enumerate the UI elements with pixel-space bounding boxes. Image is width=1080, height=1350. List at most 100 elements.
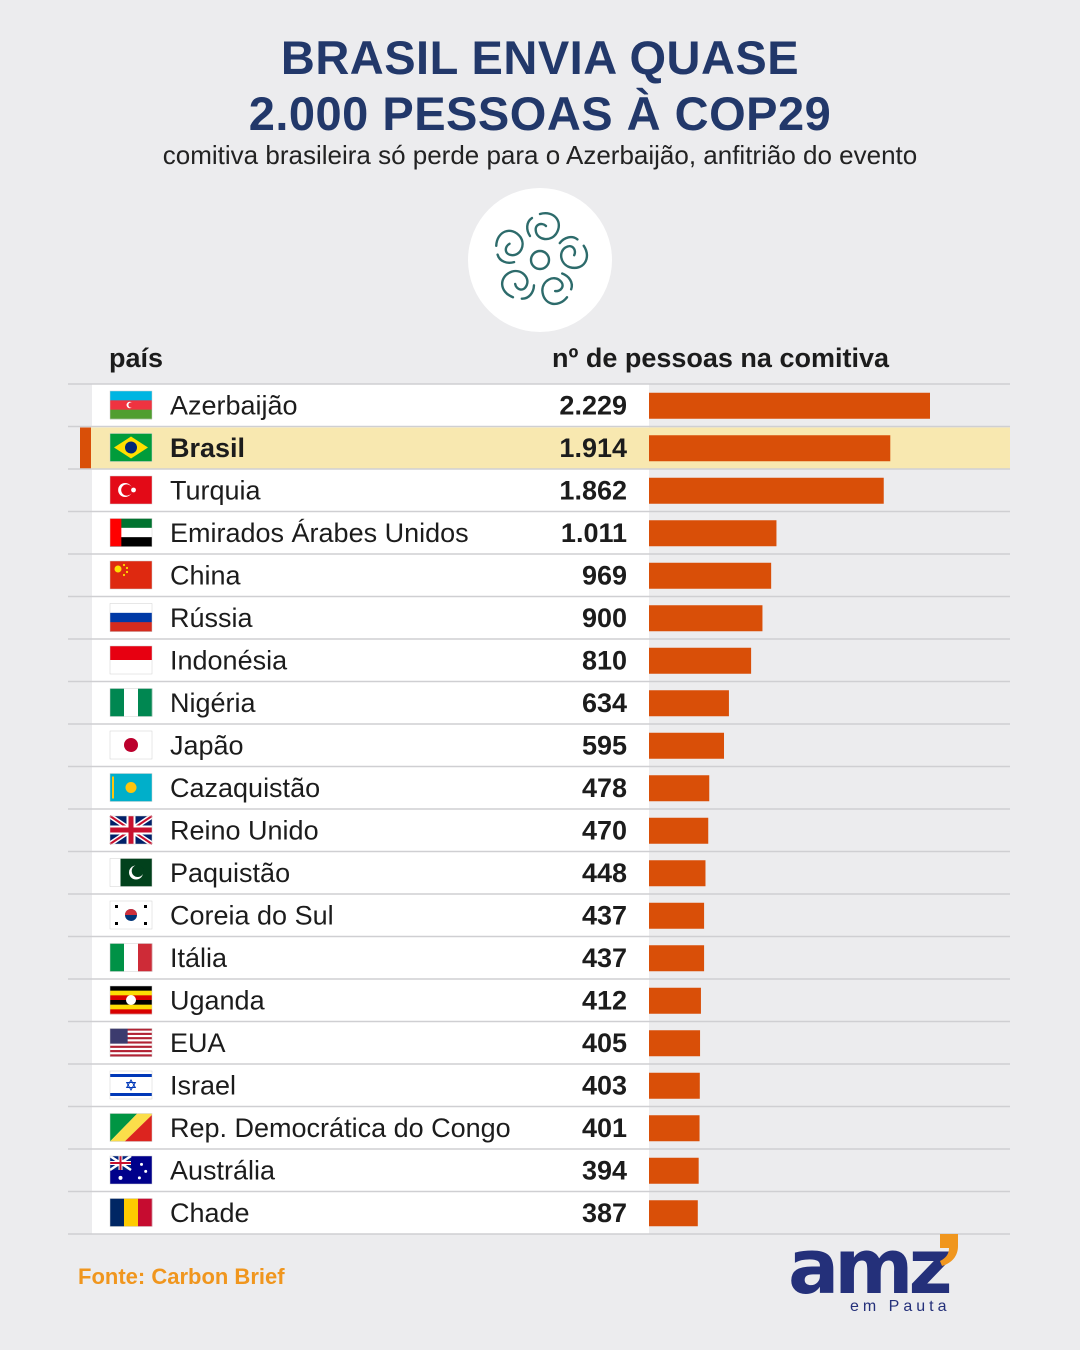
value-label: 2.229 [559, 390, 627, 420]
value-label: 1.862 [559, 475, 627, 505]
azerbaijan-flag-icon [109, 390, 153, 420]
value-label: 1.011 [561, 518, 627, 548]
chart-subtitle: comitiva brasileira só perde para o Azer… [162, 140, 918, 170]
title-line-2: 2.000 PESSOAS À COP29 [248, 87, 832, 140]
country-label: Rep. Democrática do Congo [170, 1113, 511, 1143]
value-label: 437 [582, 900, 627, 930]
table-row: Cazaquistão 478 [68, 765, 1010, 803]
russia-flag-icon [109, 603, 153, 632]
bar [649, 647, 752, 674]
table-row: Indonésia 810 [68, 638, 1010, 675]
country-label: Brasil [170, 433, 245, 463]
usa-flag-icon [109, 1028, 153, 1057]
bar [649, 1157, 699, 1184]
value-label: 412 [582, 985, 627, 1015]
value-label: 448 [582, 858, 627, 888]
cop29-logo [468, 188, 612, 332]
bar [649, 902, 705, 929]
highlight-marker [80, 427, 91, 469]
uk-flag-icon [108, 813, 154, 847]
country-label: Chade [170, 1198, 250, 1228]
brand-name: amz [788, 1222, 953, 1311]
chad-flag-icon [109, 1198, 153, 1227]
apostrophe-icon [940, 1234, 958, 1266]
value-label: 595 [582, 730, 627, 760]
bar [649, 392, 930, 419]
country-label: Israel [170, 1070, 236, 1100]
value-label: 401 [582, 1113, 627, 1143]
congo-flag-icon [109, 1113, 153, 1142]
bar [649, 477, 884, 504]
header-country: país [109, 343, 164, 373]
value-label: 387 [582, 1198, 627, 1228]
country-label: China [170, 560, 242, 590]
table-row: Coreia do Sul 437 [68, 893, 1010, 930]
table-row: Turquia 1.862 [68, 468, 1010, 505]
bar-chart: Azerbaijão 2.229 Brasil 1.914 Turquia 1.862 Em… [68, 383, 1010, 1235]
value-label: 394 [582, 1155, 627, 1185]
israel-flag-icon [109, 1070, 153, 1100]
table-row: Rep. Democrática do Congo 401 [68, 1105, 1010, 1143]
table-row: Itália 437 [68, 935, 1010, 973]
bar [649, 987, 701, 1014]
pakistan-flag-icon [109, 858, 153, 887]
table-row: Rússia 900 [68, 595, 1010, 633]
china-flag-icon [109, 560, 153, 590]
country-label: Japão [170, 730, 244, 760]
country-label: Uganda [170, 985, 266, 1015]
bar [649, 1200, 698, 1227]
bar [649, 435, 891, 462]
bar [649, 1072, 700, 1099]
south-korea-flag-icon [109, 900, 153, 930]
table-row: China 969 [68, 553, 1010, 590]
bar [649, 945, 705, 972]
bar [649, 1030, 701, 1057]
nigeria-flag-icon [109, 688, 153, 717]
cop29-emblem-icon [490, 212, 592, 311]
table-row: Chade 387 [68, 1190, 1010, 1228]
uae-flag-icon [109, 518, 153, 547]
value-label: 478 [582, 773, 627, 803]
australia-flag-icon [109, 1154, 153, 1185]
title-line-1: BRASIL ENVIA QUASE [280, 31, 800, 84]
table-row: Brasil 1.914 [68, 425, 1010, 469]
bar [649, 520, 777, 547]
table-row: Emirados Árabes Unidos 1.011 [68, 510, 1010, 548]
turkey-flag-icon [109, 475, 153, 505]
japan-flag-icon [109, 730, 153, 760]
country-label: Cazaquistão [170, 773, 320, 803]
country-label: Nigéria [170, 688, 257, 718]
country-label: Itália [170, 943, 228, 973]
header-count: nº de pessoas na comitiva [552, 343, 889, 373]
bar [649, 562, 772, 589]
country-label: Reino Unido [170, 815, 319, 845]
table-row: Uganda 412 [68, 978, 1010, 1015]
amz-logo: amz em Pauta [788, 1222, 978, 1320]
country-label: Coreia do Sul [170, 900, 334, 930]
country-label: Azerbaijão [170, 390, 298, 420]
brand-subtitle: em Pauta [850, 1298, 951, 1315]
bar [649, 690, 729, 717]
uganda-flag-icon [109, 985, 153, 1015]
value-label: 810 [582, 645, 627, 675]
table-row: Paquistão 448 [68, 850, 1010, 888]
bar [649, 817, 709, 844]
source-credit: Fonte: Carbon Brief [78, 1264, 285, 1289]
country-label: EUA [170, 1028, 226, 1058]
bar [649, 775, 710, 802]
table-row: Nigéria 634 [68, 680, 1010, 718]
table-row: Israel 403 [68, 1063, 1010, 1100]
value-label: 634 [582, 688, 627, 718]
kazakhstan-flag-icon [109, 773, 153, 802]
value-label: 437 [582, 943, 627, 973]
value-label: 969 [582, 560, 627, 590]
country-label: Indonésia [170, 645, 288, 675]
italy-flag-icon [109, 943, 153, 972]
bar [649, 605, 763, 632]
chart-title: BRASIL ENVIA QUASE 2.000 PESSOAS À COP29 [0, 30, 1080, 142]
country-label: Rússia [170, 603, 254, 633]
table-row: Japão 595 [68, 723, 1010, 760]
country-label: Paquistão [170, 858, 290, 888]
country-label: Austrália [170, 1155, 276, 1185]
bar [649, 1115, 700, 1142]
